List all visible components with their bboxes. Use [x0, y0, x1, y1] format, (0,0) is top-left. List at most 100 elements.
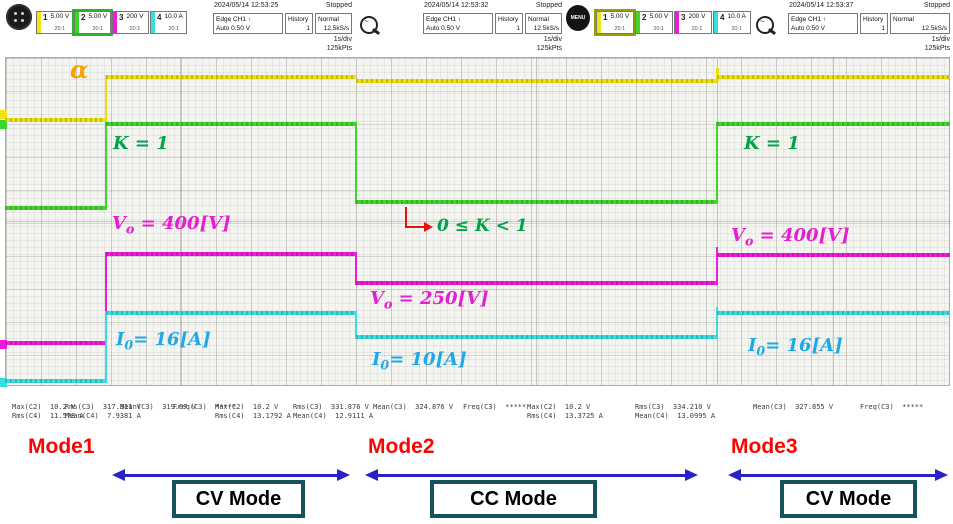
trace-vo-step: [716, 247, 718, 285]
panel2-timebase: 1s/div: [543, 36, 562, 43]
ch-scale: 5.00 V: [610, 13, 630, 20]
ch-number: 2: [642, 13, 647, 22]
trace-io-segment: [106, 311, 356, 315]
measurement-group: Rms(C3) 334.210 V Mean(C4) 13.0995 A: [635, 403, 716, 420]
ch2-level-marker-icon: [0, 120, 7, 129]
panel1-trigger-box: Edge CH1 ↑ Auto 0.50 V: [213, 13, 283, 34]
arrowhead-left-icon: [112, 469, 125, 481]
measurement-group: Freq(C3) *****: [173, 403, 237, 411]
panel2-acquisition-box: Normal 12.5kS/s: [525, 13, 562, 34]
trace-vo-segment: [356, 281, 717, 285]
ch-number: 3: [119, 13, 124, 22]
measurement-group: Rms(C3) 331.876 V Mean(C4) 12.9111 A: [293, 403, 374, 420]
trace-alpha-segment: [356, 79, 717, 83]
annotation-io-mode3: I0= 16[A]: [748, 335, 843, 359]
annotation-k-mode1: K = 1: [113, 133, 169, 154]
ch-scale: 10.0 A: [727, 13, 746, 20]
center-gridline: [180, 57, 181, 386]
annotation-io-mode1: I0= 16[A]: [116, 329, 211, 353]
annotation-vo-mode3: Vo = 400[V]: [731, 225, 850, 249]
panel2-datetime: 2024/05/14 12:53:32: [424, 2, 489, 9]
trace-k-segment: [356, 200, 717, 204]
annotation-vo-mode2: Vo = 250[V]: [370, 288, 489, 312]
arrowhead-right-icon: [337, 469, 350, 481]
ch-probe: 20:1: [129, 26, 141, 32]
ch3-color-bar: [113, 12, 117, 33]
measurement-group: Rms(C3) 317.311 V Mean(C4) 7.9381 A: [65, 403, 141, 420]
panel3-status: Stopped: [923, 2, 950, 9]
measurement-group: Max(C2) 10.2 V Rms(C4) 13.3725 A: [527, 403, 603, 420]
panel3-ch1-box[interactable]: 1 5.00 V 20:1: [594, 9, 636, 36]
panel3-ch4-box[interactable]: 4 10.0 A 20:1: [713, 11, 751, 34]
cc-mode-box: CC Mode: [430, 480, 597, 518]
trace-alpha-step: [105, 75, 107, 122]
trace-alpha-segment: [717, 75, 950, 79]
panel2-record-length: 125kPts: [536, 45, 562, 52]
knob-dots-icon: [12, 10, 26, 24]
panel1-ch2-box[interactable]: 2 5.00 V 20:1: [72, 9, 113, 36]
panel3-record-length: 125kPts: [924, 45, 950, 52]
ch-scale: 5.00 V: [50, 13, 70, 20]
cv-mode-box-2: CV Mode: [780, 480, 917, 518]
mode2-span-arrow: [365, 469, 698, 481]
panel1-ch1-box[interactable]: 1 5.00 V 20:1: [36, 11, 73, 34]
ch4-color-bar: [151, 12, 155, 33]
annotation-vo-mode1: Vo = 400[V]: [112, 213, 231, 237]
trace-io-step: [716, 307, 718, 339]
k-condition-arrow: [405, 226, 425, 228]
ch-probe: 20:1: [614, 26, 626, 32]
panel3-ch2-box[interactable]: 2 5.00 V 20:1: [635, 11, 673, 34]
panel2-status: Stopped: [535, 2, 562, 9]
ch-number: 1: [603, 13, 608, 22]
annotation-k-mode2: 0 ≤ K < 1: [437, 216, 528, 236]
panel1-ch3-box[interactable]: 3 200 V 20:1: [112, 11, 149, 34]
mode2-label: Mode2: [368, 435, 435, 458]
trace-k-step: [355, 122, 357, 204]
panel1-datetime: 2024/05/14 12:53:25: [214, 2, 279, 9]
trace-vo-segment: [717, 253, 950, 257]
ch-probe: 20:1: [168, 26, 180, 32]
trace-alpha-segment: [106, 75, 356, 79]
arrowhead-right-icon: [935, 469, 948, 481]
zoom-search-icon[interactable]: [360, 16, 378, 34]
k-condition-arrowhead-icon: [424, 222, 433, 232]
panel3-ch3-box[interactable]: 3 200 V 20:1: [674, 11, 712, 34]
annotation-k-mode3: K = 1: [744, 133, 800, 154]
trace-alpha-segment: [5, 118, 106, 122]
trace-vo-segment: [5, 341, 106, 345]
panel-seam: [717, 57, 718, 386]
trace-vo-step: [105, 252, 107, 345]
measurement-group: Mean(C3) 327.855 V: [753, 403, 834, 411]
zoom-search-icon[interactable]: [756, 16, 774, 34]
ch-number: 4: [720, 13, 725, 22]
measurement-group: Freq(C3) *****: [463, 403, 527, 411]
mode3-label: Mode3: [731, 435, 798, 458]
measurement-group: Mean(C3) 319.07 V: [120, 403, 196, 411]
ch-scale: 5.00 V: [649, 13, 669, 20]
trace-io-segment: [5, 379, 106, 383]
waveform-grid: [5, 57, 950, 386]
ch-number: 1: [43, 13, 48, 22]
measurement-group: Mean(C3) 324.876 V: [373, 403, 454, 411]
ch4-color-bar: [714, 12, 718, 33]
panel1-timebase: 1s/div: [333, 36, 352, 43]
k-condition-arrow: [405, 207, 407, 228]
arrowhead-right-icon: [685, 469, 698, 481]
panel-seam: [356, 57, 357, 386]
trace-io-step: [105, 311, 107, 383]
menu-tab[interactable]: MENU: [566, 5, 590, 31]
annotation-alpha: α: [70, 55, 89, 84]
panel3-acquisition-box: Normal 12.5kS/s: [890, 13, 950, 34]
panel3-datetime: 2024/05/14 12:53:37: [789, 2, 854, 9]
panel1-history-box: History 1: [285, 13, 313, 34]
ch1-level-marker-icon: [0, 110, 7, 119]
arrowhead-left-icon: [728, 469, 741, 481]
panel1-ch4-box[interactable]: 4 10.0 A 20:1: [150, 11, 187, 34]
trace-k-step: [105, 122, 107, 210]
panel1-acquisition-box: Normal 12.5kS/s: [315, 13, 352, 34]
menu-knob-icon[interactable]: [6, 4, 32, 30]
center-gridline: [5, 221, 950, 222]
mode3-span-arrow: [728, 469, 948, 481]
trace-io-segment: [356, 335, 717, 339]
panel2-history-box: History 1: [495, 13, 523, 34]
